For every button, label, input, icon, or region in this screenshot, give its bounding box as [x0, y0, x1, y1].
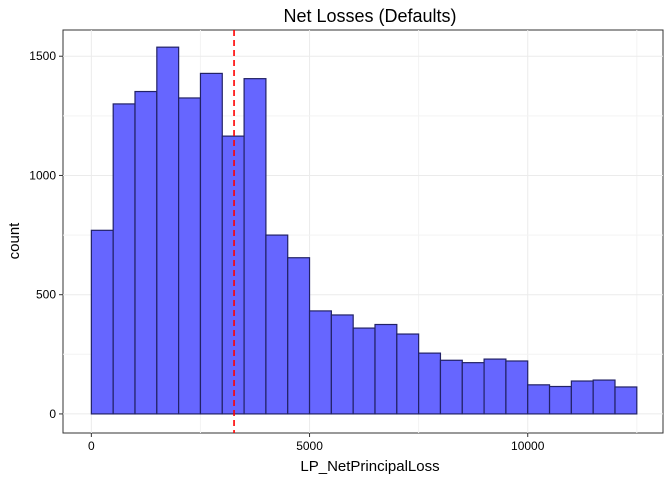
histogram-bar [156, 46, 180, 415]
histogram-bar [570, 380, 594, 415]
histogram-bar [308, 310, 332, 415]
histogram-bars [90, 46, 638, 415]
histogram-bar [287, 257, 311, 415]
chart-title: Net Losses (Defaults) [283, 6, 456, 26]
histogram-bar [527, 384, 551, 415]
y-axis-ticks: 0 500 1000 1500 [29, 49, 63, 421]
y-axis-title: count [6, 222, 23, 260]
histogram-bar [221, 135, 245, 415]
histogram-bar [418, 352, 442, 415]
y-tick-label: 1500 [29, 49, 56, 63]
histogram-bar [330, 314, 354, 415]
x-tick-label: 0 [88, 439, 95, 453]
histogram-bar [199, 72, 223, 415]
histogram-bar [505, 360, 529, 415]
x-tick-label: 5000 [296, 439, 323, 453]
histogram-bar [461, 362, 485, 415]
histogram-bar [265, 234, 289, 415]
histogram-bar [439, 359, 463, 415]
histogram-bar [112, 103, 136, 415]
histogram-bar [614, 386, 638, 415]
x-axis-title: LP_NetPrincipalLoss [300, 458, 439, 475]
x-axis-ticks: 0 5000 10000 [88, 433, 545, 453]
histogram-bar [178, 97, 202, 415]
x-tick-label: 10000 [511, 439, 545, 453]
histogram-bar [483, 358, 507, 415]
histogram-bar [592, 379, 616, 415]
histogram-bar [396, 333, 420, 415]
histogram-bar [90, 229, 114, 415]
y-tick-label: 500 [36, 288, 56, 302]
histogram-bar [374, 323, 398, 415]
y-tick-label: 1000 [29, 168, 56, 182]
histogram-bar [352, 327, 376, 415]
histogram-bar [134, 90, 158, 415]
y-tick-label: 0 [49, 407, 56, 421]
histogram-bar [243, 78, 267, 415]
histogram-bar [548, 385, 572, 415]
